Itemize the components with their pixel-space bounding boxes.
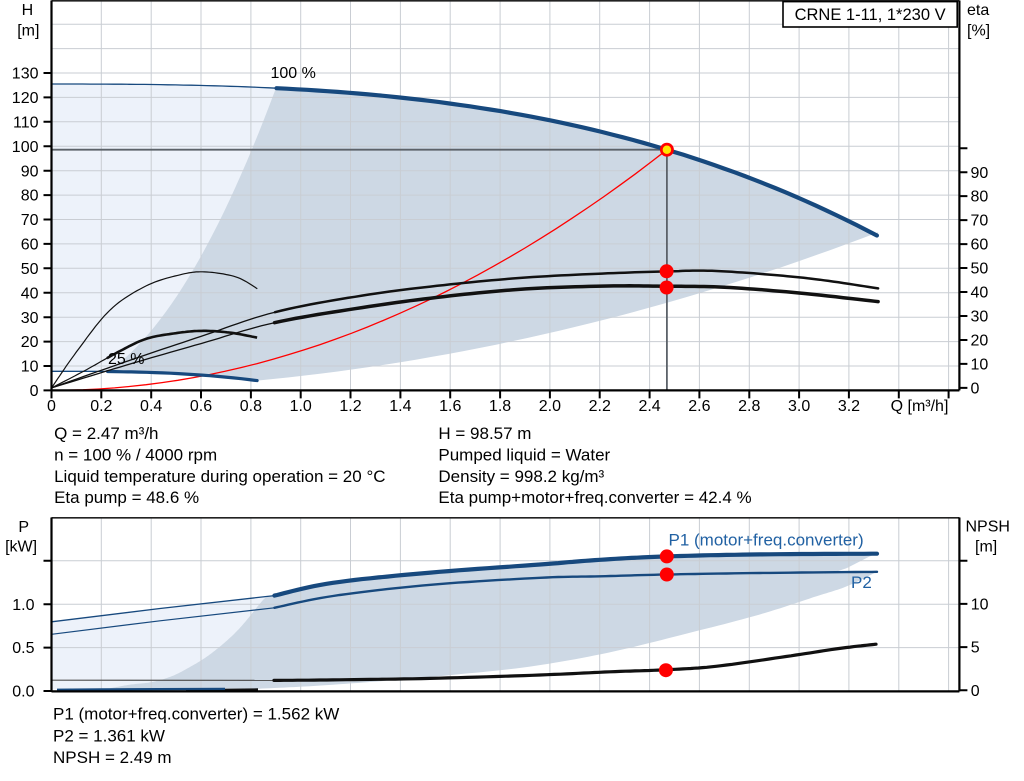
svg-text:40: 40 [21, 285, 39, 302]
svg-text:80: 80 [971, 189, 989, 206]
svg-text:2.6: 2.6 [688, 398, 710, 415]
svg-text:1.2: 1.2 [339, 398, 361, 415]
svg-text:2.8: 2.8 [738, 398, 760, 415]
svg-text:H: H [22, 2, 34, 19]
svg-text:0: 0 [47, 398, 56, 415]
svg-text:2.4: 2.4 [638, 398, 660, 415]
svg-text:10: 10 [971, 357, 989, 374]
svg-text:0.4: 0.4 [140, 398, 162, 415]
svg-text:P1 (motor+freq.converter) = 1.: P1 (motor+freq.converter) = 1.562 kW [53, 705, 339, 724]
svg-text:CRNE 1-11, 1*230 V: CRNE 1-11, 1*230 V [795, 6, 946, 24]
svg-text:2.2: 2.2 [589, 398, 611, 415]
svg-text:90: 90 [971, 165, 989, 182]
svg-text:[kW]: [kW] [5, 539, 37, 556]
svg-text:NPSH = 2.49 m: NPSH = 2.49 m [53, 748, 172, 767]
svg-text:1.6: 1.6 [439, 398, 461, 415]
svg-text:60: 60 [971, 237, 989, 254]
svg-text:Eta pump+motor+freq.converter: Eta pump+motor+freq.converter = 42.4 % [438, 488, 751, 507]
svg-text:0.2: 0.2 [90, 398, 112, 415]
svg-text:10: 10 [21, 359, 39, 376]
svg-text:20: 20 [21, 334, 39, 351]
svg-text:NPSH: NPSH [966, 519, 1010, 536]
svg-text:0.6: 0.6 [190, 398, 212, 415]
svg-text:1.8: 1.8 [489, 398, 511, 415]
svg-text:Density = 998.2 kg/m³: Density = 998.2 kg/m³ [438, 467, 604, 486]
svg-text:70: 70 [21, 212, 39, 229]
svg-text:P1 (motor+freq.converter): P1 (motor+freq.converter) [669, 531, 864, 550]
svg-text:120: 120 [12, 90, 39, 107]
svg-text:70: 70 [971, 213, 989, 230]
svg-text:1.4: 1.4 [389, 398, 411, 415]
svg-text:Pumped liquid = Water: Pumped liquid = Water [438, 445, 610, 464]
svg-text:50: 50 [971, 261, 989, 278]
svg-text:3.0: 3.0 [788, 398, 810, 415]
svg-text:130: 130 [12, 66, 39, 83]
svg-text:20: 20 [971, 333, 989, 350]
svg-text:100 %: 100 % [271, 65, 316, 82]
svg-text:10: 10 [971, 597, 989, 614]
svg-text:[m]: [m] [975, 539, 997, 556]
svg-text:2.0: 2.0 [539, 398, 561, 415]
svg-text:P: P [18, 519, 29, 536]
svg-text:n = 100 % / 4000 rpm: n = 100 % / 4000 rpm [54, 445, 217, 464]
svg-text:50: 50 [21, 261, 39, 278]
svg-text:[%]: [%] [967, 23, 990, 40]
svg-text:5: 5 [971, 640, 980, 657]
svg-text:0.0: 0.0 [12, 684, 34, 701]
svg-text:60: 60 [21, 237, 39, 254]
svg-text:25 %: 25 % [108, 351, 144, 368]
svg-text:90: 90 [21, 163, 39, 180]
svg-text:0: 0 [971, 381, 980, 398]
svg-text:Eta pump = 48.6 %: Eta pump = 48.6 % [54, 488, 199, 507]
svg-text:Q = 2.47 m³/h: Q = 2.47 m³/h [54, 424, 158, 443]
svg-text:eta: eta [967, 2, 989, 19]
svg-text:[m]: [m] [17, 23, 39, 40]
svg-text:3.2: 3.2 [838, 398, 860, 415]
svg-text:0: 0 [30, 383, 39, 400]
svg-text:80: 80 [21, 188, 39, 205]
svg-text:1.0: 1.0 [12, 597, 34, 614]
svg-text:Liquid temperature during oper: Liquid temperature during operation = 20… [54, 467, 385, 486]
svg-text:H = 98.57 m: H = 98.57 m [438, 424, 531, 443]
svg-text:110: 110 [13, 114, 39, 131]
svg-text:P2: P2 [851, 573, 872, 592]
svg-text:Q [m³/h]: Q [m³/h] [891, 398, 949, 415]
svg-text:0.8: 0.8 [240, 398, 262, 415]
svg-text:100: 100 [12, 139, 39, 156]
svg-text:1.0: 1.0 [290, 398, 312, 415]
svg-text:30: 30 [971, 309, 989, 326]
svg-text:40: 40 [971, 285, 989, 302]
svg-text:0.5: 0.5 [12, 640, 34, 657]
svg-text:30: 30 [21, 310, 39, 327]
svg-text:0: 0 [971, 683, 980, 700]
svg-text:P2 = 1.361 kW: P2 = 1.361 kW [53, 726, 165, 745]
